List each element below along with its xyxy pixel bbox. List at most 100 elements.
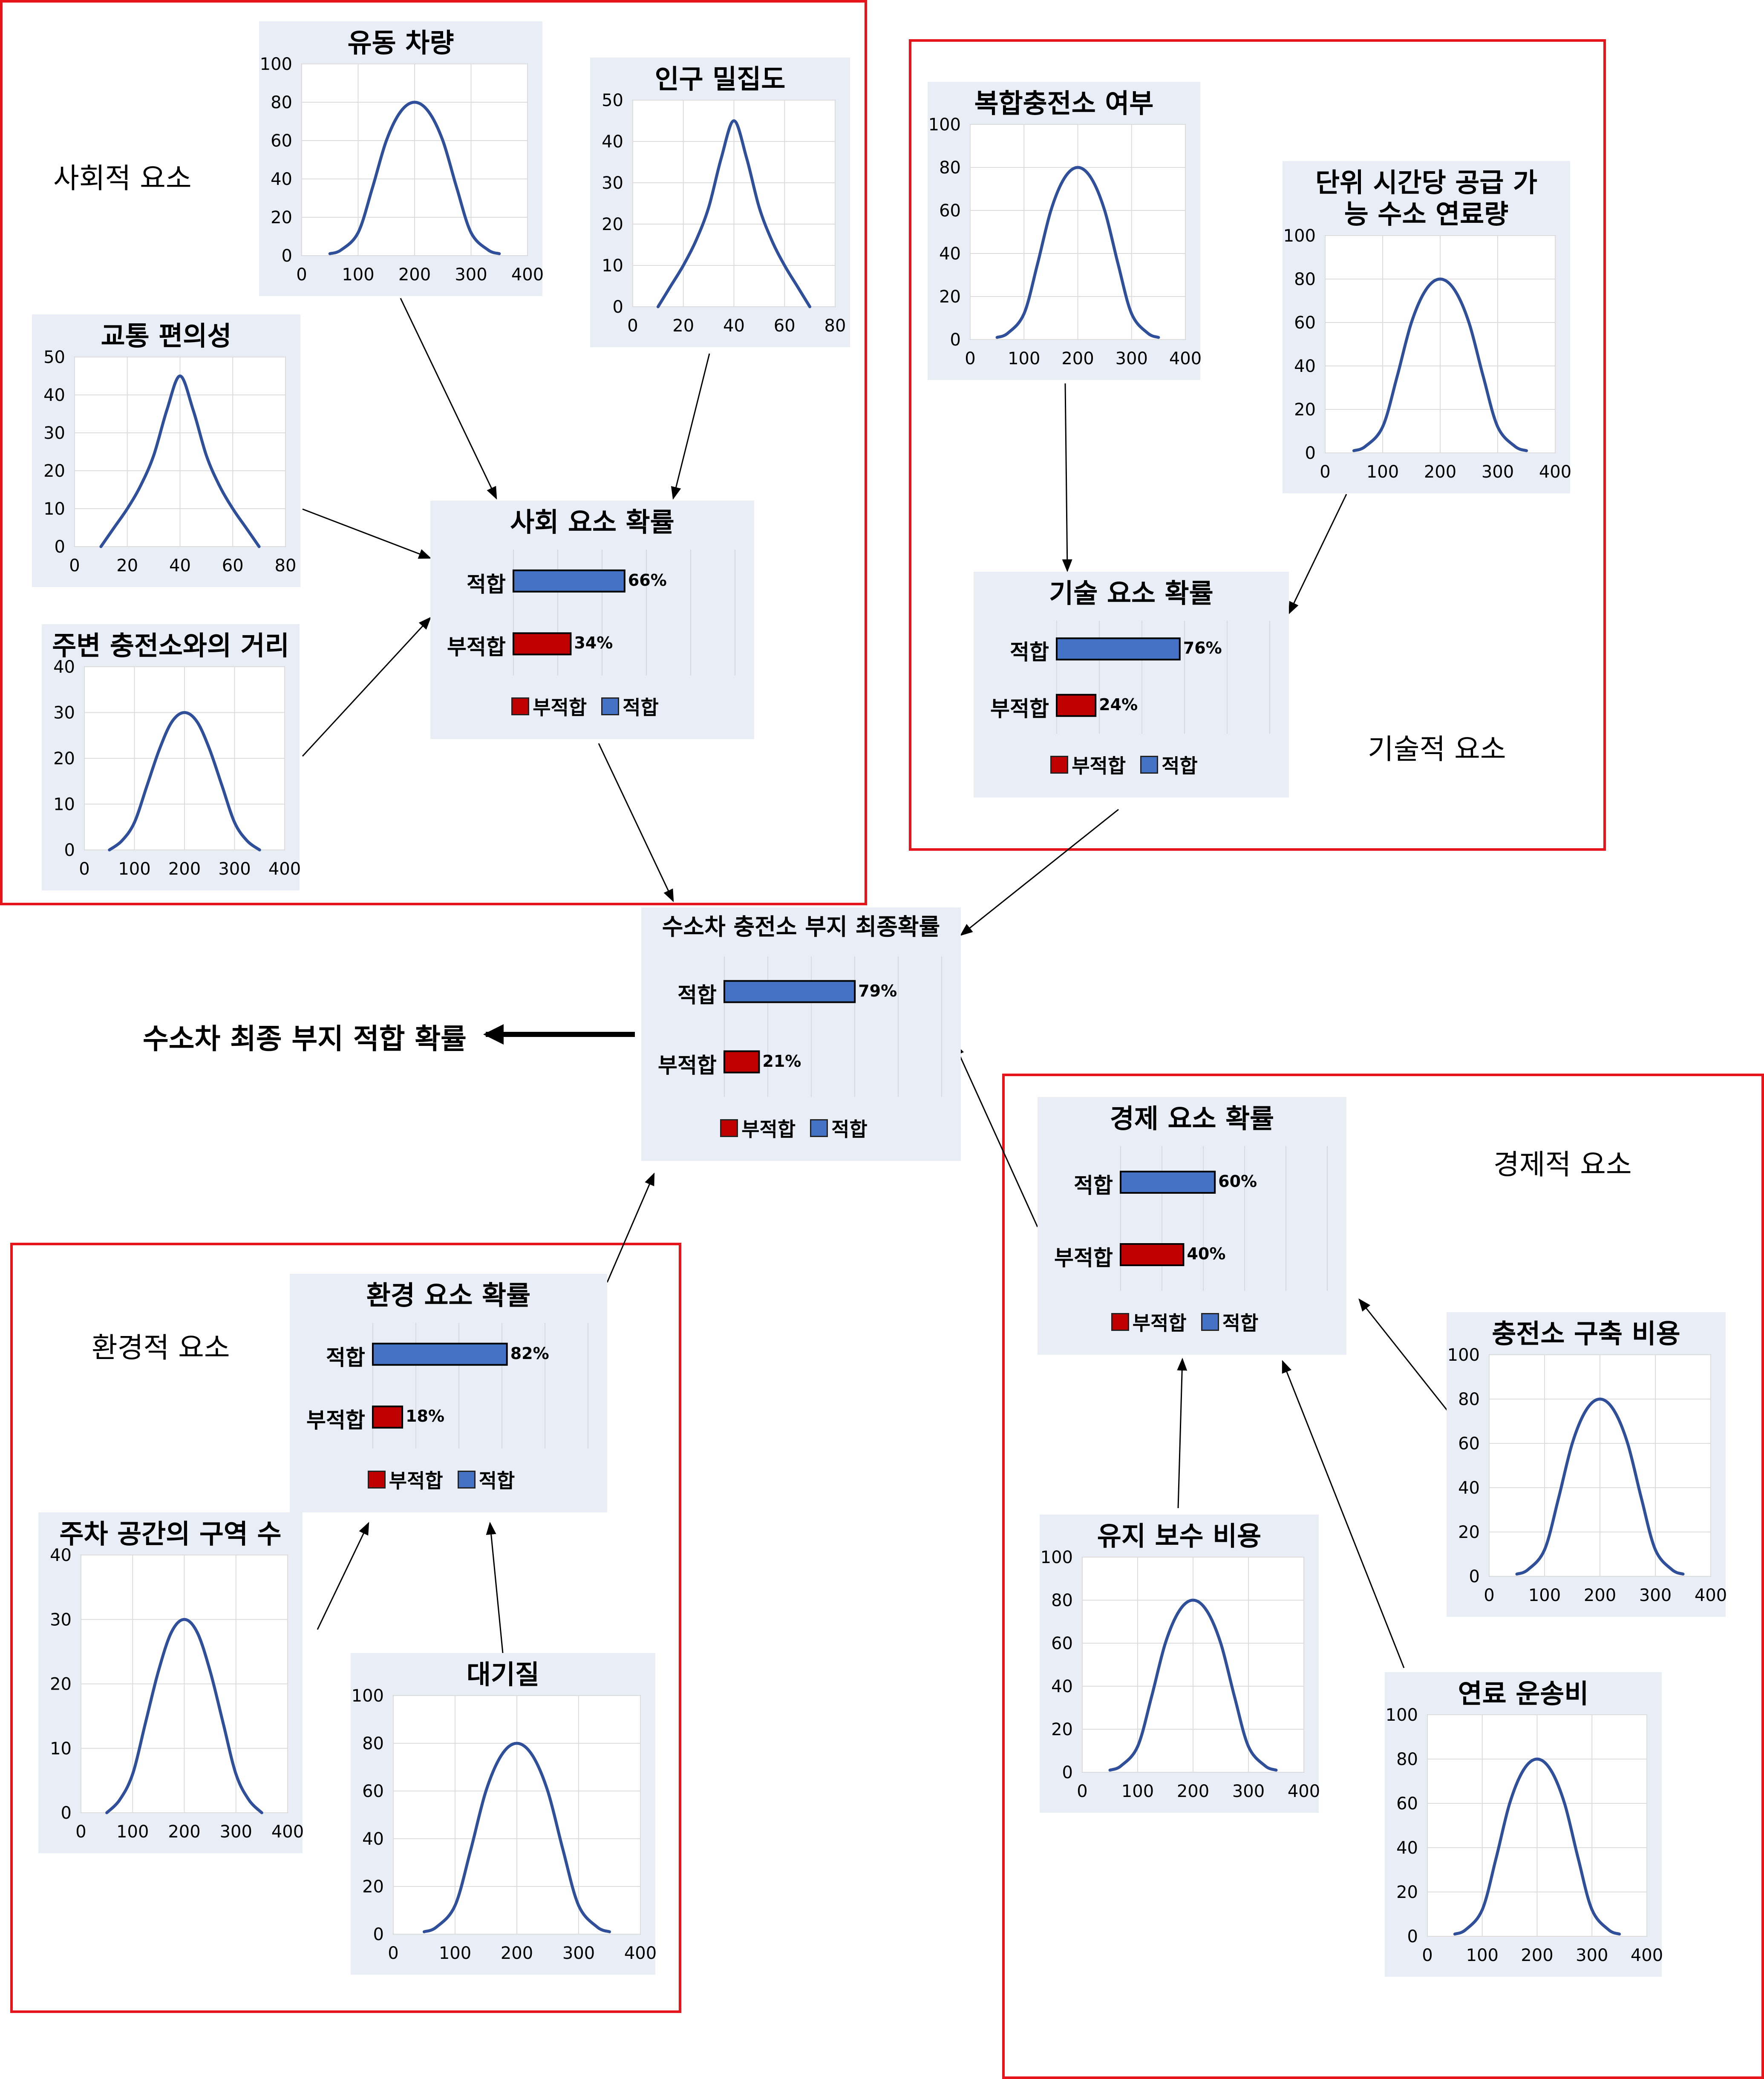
social-prob-chart [513,550,735,675]
econ-prob-legend-suit-text: 적합 [1222,1312,1259,1335]
transport-convenience-panel: 0 20 40 60 80 0 10 20 30 40 50 교통 편의성 [32,314,300,587]
tech-prob-suit-value: 76% [1183,639,1222,658]
final-prob-unsuit-label: 부적합 [658,1053,717,1078]
hydrogen-supply-x-tick: 0 [1320,462,1330,482]
combined-station-y-tick: 100 [928,115,961,135]
traffic-flow-curve-line [328,101,501,255]
construction-cost-y-tick: 0 [1469,1567,1480,1587]
parking-spaces-chart: 0 100 200 300 400 0 10 20 30 40 [50,1546,304,1842]
parking-spaces-x-tick: 400 [271,1822,304,1842]
fuel-transport-cost-title: 연료 운송비 [1458,1678,1589,1709]
construction-cost-x-tick: 200 [1584,1586,1616,1605]
traffic-flow-y-tick: 100 [260,55,292,74]
parking-spaces-y-tick: 0 [61,1803,72,1823]
air-quality-x-tick: 400 [624,1944,657,1963]
maintenance-cost-x-tick: 300 [1232,1782,1265,1801]
combined-station-chart: 0 100 200 300 400 0 20 40 60 80 100 [928,115,1202,369]
maintenance-cost-y-tick: 0 [1062,1763,1073,1782]
final-prob-suit-label: 적합 [677,982,717,1008]
social-prob-title: 사회 요소 확률 [510,507,674,538]
air-quality-x-tick: 0 [388,1944,398,1963]
social-prob-suit-label: 적합 [467,572,506,597]
transport-convenience-y-tick: 30 [43,423,65,443]
transport-convenience-title: 교통 편의성 [101,320,232,351]
final-prob-unsuit-value: 21% [762,1051,801,1071]
env-prob-legend: 부적합 적합 [290,1466,607,1494]
tech-prob-unsuit-value: 24% [1099,695,1138,714]
env-group-label: 환경적 요소 [92,1331,230,1364]
construction-cost-y-tick: 60 [1458,1434,1480,1454]
social-prob-unsuit-label: 부적합 [447,635,506,660]
construction-cost-chart: 0 100 200 300 400 0 20 40 60 80 100 [1447,1345,1727,1605]
final-prob-panel: 수소차 충전소 부지 최종확률 적합 79% 부적합 21% 부적합 적합 [641,907,961,1161]
tech-prob-legend-unsuit-text: 부적합 [1072,754,1126,777]
fuel-transport-cost-y-tick: 0 [1407,1927,1418,1947]
traffic-flow-title: 유동 차량 [347,27,454,58]
parking-spaces-y-tick: 10 [50,1739,72,1759]
combined-station-y-tick: 0 [950,330,961,350]
final-prob-suit-bar [723,980,856,1003]
econ-prob-legend-unsuit: 부적합 [1111,1308,1187,1336]
air-quality-y-tick: 80 [362,1734,384,1754]
tech-group-box [909,39,1606,851]
traffic-flow-x-tick: 100 [342,265,374,285]
air-quality-x-tick: 100 [439,1944,471,1963]
construction-cost-x-tick: 0 [1484,1586,1494,1605]
fuel-transport-cost-x-tick: 0 [1422,1946,1433,1965]
combined-station-x-tick: 300 [1115,349,1148,369]
nearby-station-distance-y-tick: 0 [64,841,75,860]
nearby-station-distance-chart: 0 100 200 300 400 0 10 20 30 40 [53,657,301,879]
population-density-x-tick: 60 [774,316,796,336]
parking-spaces-y-tick: 20 [50,1675,72,1694]
population-density-chart: 0 20 40 60 80 0 10 20 30 40 50 [602,91,846,336]
traffic-flow-panel: 0 100 200 300 400 0 20 40 60 80 100 유동 차량 [259,21,544,296]
population-density-x-tick: 80 [824,316,846,336]
social-prob-legend-suit-text: 적합 [623,696,659,719]
final-prob-legend-suit-text: 적합 [831,1118,868,1141]
hydrogen-supply-y-tick: 80 [1294,270,1316,289]
combined-station-y-tick: 40 [939,244,961,264]
econ-prob-legend-suit-swatch [1201,1313,1219,1331]
combined-station-y-tick: 60 [939,201,961,221]
transport-convenience-y-tick: 10 [43,499,65,519]
traffic-flow-y-tick: 20 [271,208,292,227]
final-prob-chart [723,956,942,1097]
env-prob-panel: 환경 요소 확률 적합 82% 부적합 18% 부적합 적합 [290,1274,607,1512]
combined-station-x-tick: 400 [1169,349,1202,369]
air-quality-x-tick: 300 [562,1944,595,1963]
transport-convenience-x-tick: 80 [275,556,297,576]
econ-prob-legend-suit: 적합 [1201,1308,1259,1336]
construction-cost-y-tick: 80 [1458,1390,1480,1409]
parking-spaces-panel: 0 100 200 300 400 0 10 20 30 40 주차 공간의 구역 수 [38,1512,304,1853]
nearby-station-distance-curve-line [108,711,261,852]
tech-prob-chart [1056,621,1270,734]
tech-prob-unsuit-label: 부적합 [990,696,1049,721]
parking-spaces-title: 주차 공간의 구역 수 [59,1518,282,1549]
population-density-panel: 0 20 40 60 80 0 10 20 30 40 50 인구 밀집도 [590,58,850,347]
parking-spaces-curve-line [105,1618,263,1814]
econ-prob-unsuit-bar [1120,1243,1185,1266]
hydrogen-supply-chart: 0 100 200 300 400 0 20 40 60 80 100 [1283,226,1572,482]
hydrogen-supply-y-tick: 20 [1294,400,1316,420]
tech-prob-legend-suit: 적합 [1140,751,1198,779]
tech-group-label: 기술적 요소 [1368,733,1506,766]
fuel-transport-cost-curve-line [1453,1757,1621,1936]
transport-convenience-x-tick: 0 [69,556,80,576]
econ-prob-suit-label: 적합 [1074,1173,1113,1198]
population-density-y-tick: 30 [602,173,623,193]
econ-prob-suit-bar [1120,1171,1216,1194]
social-prob-suit-bar [513,569,625,593]
env-prob-chart [372,1323,588,1448]
final-prob-legend-unsuit-text: 부적합 [741,1118,796,1141]
construction-cost-panel: 0 100 200 300 400 0 20 40 60 80 100 충전소 구축 비용 [1447,1312,1727,1617]
combined-station-y-tick: 20 [939,287,961,307]
construction-cost-x-tick: 300 [1639,1586,1672,1605]
construction-cost-x-tick: 400 [1695,1586,1727,1605]
combined-station-title: 복합충전소 여부 [974,88,1154,119]
hydrogen-supply-panel: 0 100 200 300 400 0 20 40 60 80 100 단위 시간당 공급 가능 수소… [1283,161,1572,493]
final-prob-suit-value: 79% [858,981,897,1000]
hydrogen-supply-curve-line [1352,277,1528,452]
parking-spaces-x-tick: 200 [168,1822,200,1842]
air-quality-y-tick: 0 [373,1925,384,1944]
env-prob-legend-suit-swatch [457,1471,476,1489]
